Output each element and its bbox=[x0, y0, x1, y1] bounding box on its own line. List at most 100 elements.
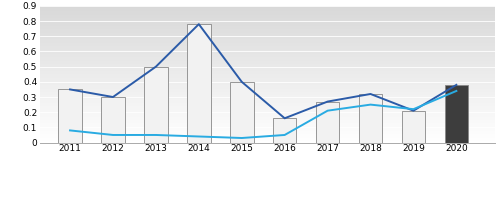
Bar bbox=[40, 35, 495, 36]
Bar bbox=[40, 78, 495, 79]
Bar bbox=[40, 31, 495, 32]
Bar bbox=[40, 6, 495, 7]
Bar bbox=[40, 101, 495, 102]
Bar bbox=[40, 72, 495, 73]
Bar bbox=[40, 32, 495, 33]
Bar bbox=[40, 104, 495, 105]
Bar bbox=[40, 39, 495, 40]
Bar bbox=[40, 82, 495, 83]
Bar bbox=[40, 98, 495, 99]
Bar bbox=[40, 96, 495, 97]
Bar bbox=[40, 41, 495, 42]
Bar bbox=[40, 60, 495, 61]
Bar bbox=[40, 131, 495, 132]
Bar bbox=[40, 30, 495, 31]
Bar bbox=[40, 119, 495, 120]
Bar bbox=[40, 63, 495, 64]
Bar bbox=[40, 100, 495, 101]
Bar bbox=[40, 121, 495, 122]
Bar bbox=[40, 62, 495, 63]
Bar bbox=[40, 65, 495, 66]
Bar bbox=[40, 129, 495, 130]
Bar bbox=[40, 128, 495, 129]
Bar bbox=[40, 66, 495, 67]
Bar bbox=[40, 124, 495, 125]
Bar bbox=[40, 93, 495, 94]
Bar bbox=[40, 42, 495, 43]
Bar bbox=[40, 113, 495, 114]
Bar bbox=[40, 33, 495, 34]
Bar bbox=[40, 19, 495, 20]
Bar bbox=[40, 18, 495, 19]
Bar bbox=[40, 123, 495, 124]
Bar bbox=[40, 23, 495, 24]
Bar bbox=[40, 95, 495, 96]
Bar bbox=[40, 77, 495, 78]
Bar bbox=[40, 48, 495, 49]
Bar bbox=[40, 40, 495, 41]
Bar bbox=[40, 125, 495, 126]
Bar bbox=[40, 54, 495, 55]
Bar bbox=[40, 16, 495, 17]
Bar bbox=[40, 138, 495, 139]
Bar bbox=[40, 25, 495, 26]
Bar bbox=[40, 111, 495, 112]
Bar bbox=[40, 37, 495, 38]
Bar bbox=[40, 34, 495, 35]
Bar bbox=[40, 94, 495, 95]
Bar bbox=[40, 11, 495, 12]
Bar bbox=[40, 24, 495, 25]
Bar bbox=[40, 118, 495, 119]
Bar bbox=[40, 117, 495, 118]
Bar bbox=[40, 85, 495, 86]
Bar bbox=[40, 83, 495, 84]
Bar bbox=[40, 141, 495, 142]
Bar bbox=[40, 140, 495, 141]
Bar bbox=[40, 91, 495, 92]
Bar bbox=[444, 85, 468, 143]
Bar bbox=[40, 110, 495, 111]
Bar bbox=[40, 103, 495, 104]
Bar bbox=[40, 36, 495, 37]
Bar bbox=[40, 80, 495, 81]
Bar bbox=[40, 88, 495, 89]
Bar bbox=[40, 112, 495, 113]
Bar bbox=[40, 13, 495, 14]
Bar bbox=[40, 69, 495, 70]
Bar bbox=[40, 57, 495, 58]
Bar bbox=[40, 92, 495, 93]
Bar bbox=[40, 50, 495, 51]
Bar bbox=[40, 106, 495, 107]
Bar bbox=[40, 84, 495, 85]
Bar bbox=[40, 127, 495, 128]
Bar bbox=[40, 49, 495, 50]
Bar bbox=[101, 97, 125, 143]
Bar bbox=[40, 61, 495, 62]
Bar bbox=[273, 118, 296, 143]
Bar bbox=[40, 139, 495, 140]
Bar bbox=[40, 12, 495, 13]
Bar bbox=[40, 73, 495, 74]
Bar bbox=[40, 70, 495, 71]
Bar bbox=[40, 132, 495, 133]
Bar bbox=[40, 115, 495, 116]
Bar bbox=[40, 58, 495, 59]
Bar bbox=[40, 105, 495, 106]
Bar bbox=[144, 67, 168, 143]
Bar bbox=[40, 21, 495, 22]
Bar bbox=[40, 133, 495, 134]
Bar bbox=[40, 22, 495, 23]
Bar bbox=[187, 24, 210, 143]
Bar bbox=[40, 45, 495, 46]
Bar bbox=[40, 51, 495, 52]
Bar bbox=[40, 97, 495, 98]
Bar bbox=[40, 43, 495, 44]
Bar bbox=[40, 126, 495, 127]
Bar bbox=[40, 28, 495, 29]
Bar bbox=[40, 7, 495, 8]
Bar bbox=[40, 116, 495, 117]
Bar bbox=[40, 136, 495, 137]
Bar bbox=[40, 134, 495, 135]
Bar bbox=[40, 67, 495, 68]
Bar bbox=[40, 17, 495, 18]
